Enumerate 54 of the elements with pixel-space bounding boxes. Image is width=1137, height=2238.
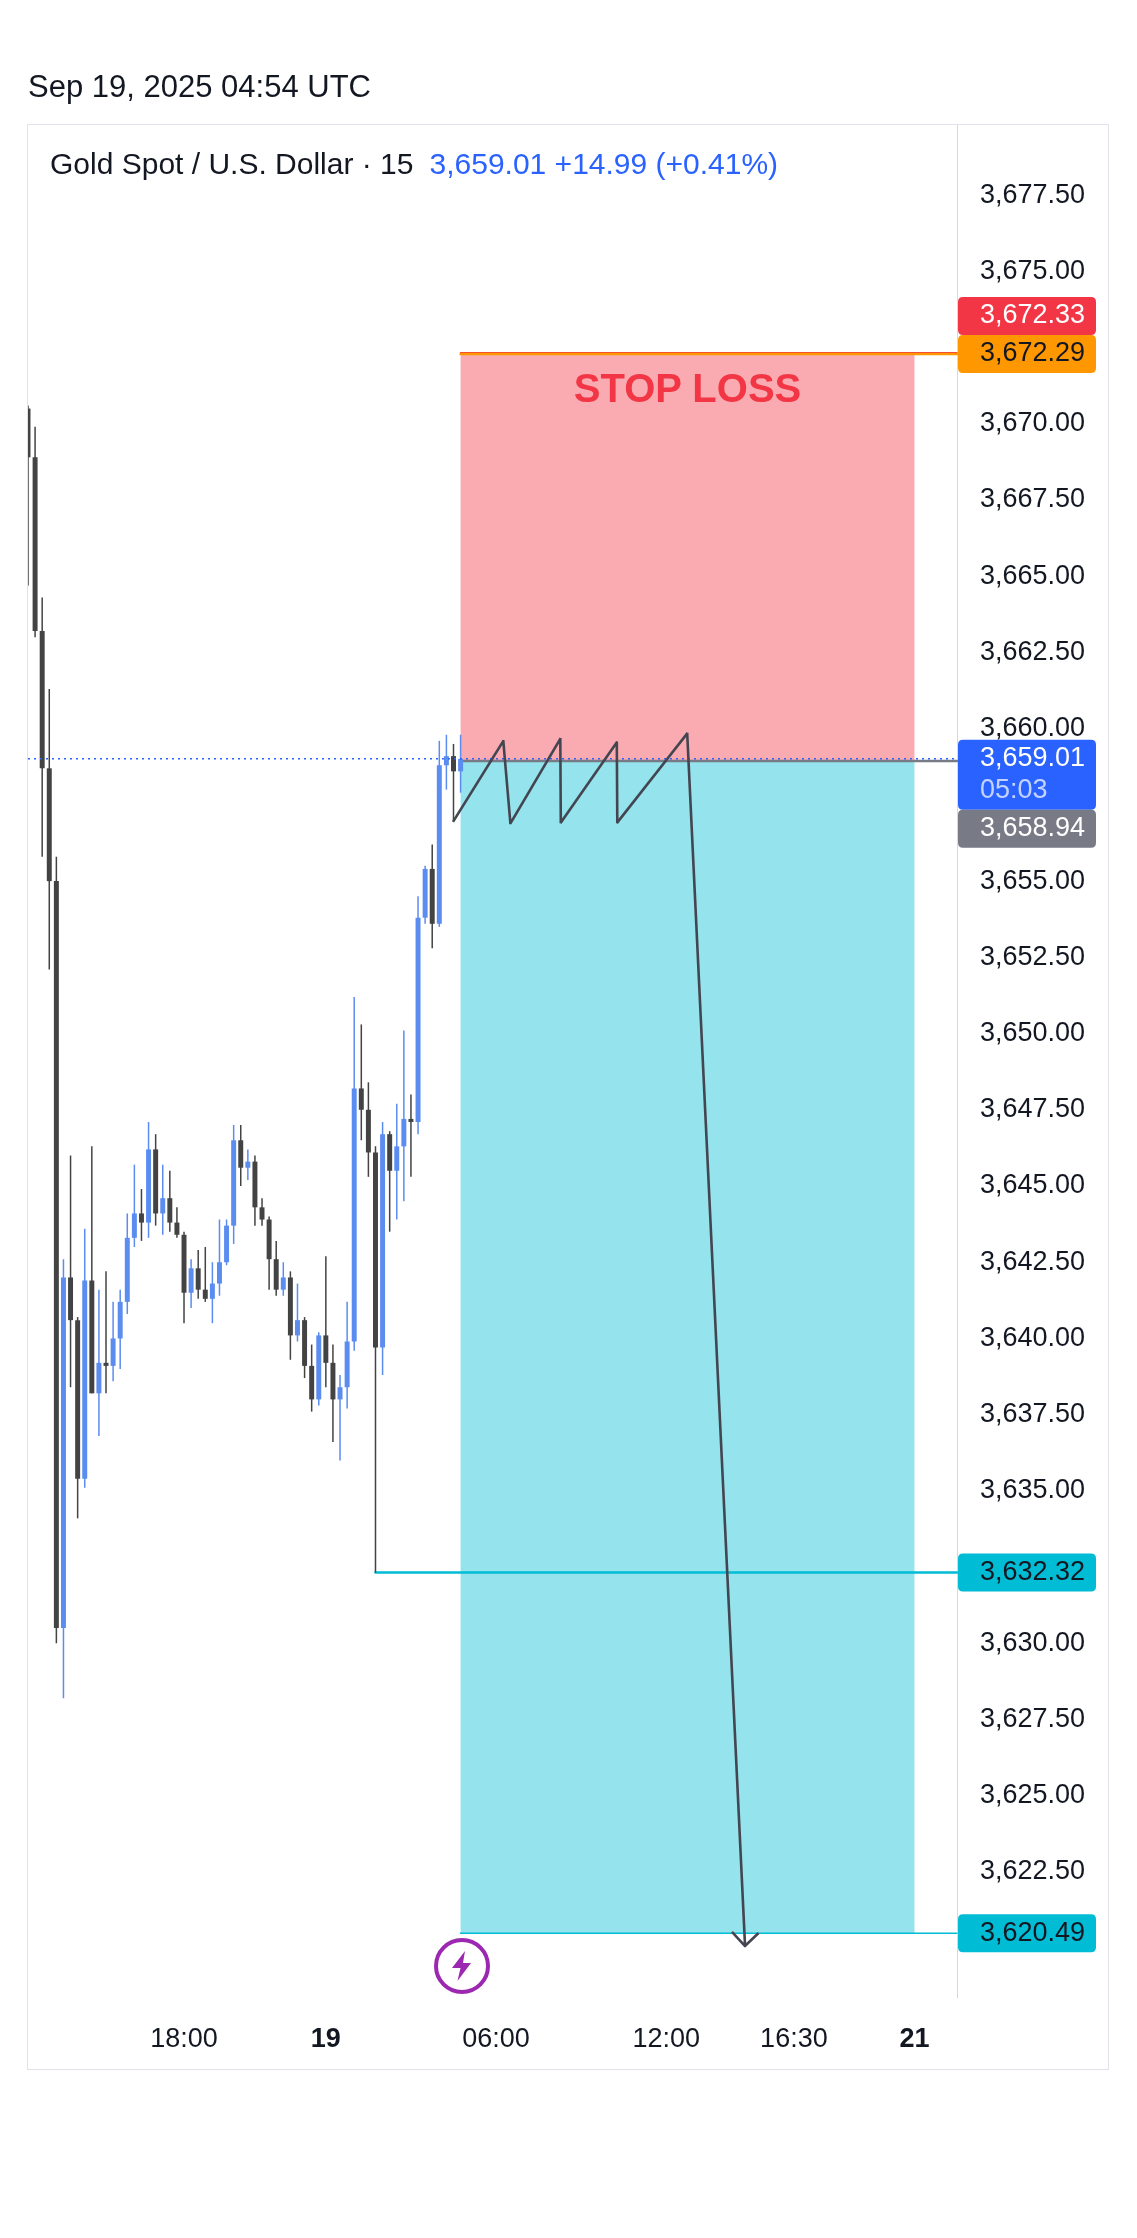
y-tick-label: 3,645.00 bbox=[980, 1169, 1086, 1200]
x-tick-label: 21 bbox=[899, 2022, 930, 2053]
series-label: STOP LOSS bbox=[573, 365, 802, 410]
data-label: 3,658.94 bbox=[980, 812, 1086, 843]
ref-line-label: 3,659.01 bbox=[980, 742, 1086, 773]
y-tick-label: 3,625.00 bbox=[980, 1779, 1086, 1810]
candlestick bbox=[216, 1218, 222, 1297]
candlestick bbox=[138, 1188, 144, 1242]
candlestick bbox=[408, 1093, 414, 1178]
x-tick-label: 06:00 bbox=[462, 2022, 530, 2053]
candlestick bbox=[280, 1261, 286, 1297]
y-tick-label: 3,675.00 bbox=[980, 254, 1086, 285]
candlestick bbox=[458, 734, 464, 794]
candlestick bbox=[202, 1246, 208, 1303]
y-tick-label: 3,655.00 bbox=[980, 864, 1086, 895]
data-label: 3,632.32 bbox=[980, 1556, 1086, 1587]
y-tick-label: 3,670.00 bbox=[980, 407, 1086, 438]
candlestick bbox=[259, 1197, 265, 1227]
candlestick bbox=[160, 1163, 166, 1236]
candlestick bbox=[443, 734, 449, 791]
text: Gold Spot / U.S. Dollar · 15 bbox=[50, 147, 414, 180]
candlestick bbox=[174, 1206, 180, 1239]
y-tick-label: 3,622.50 bbox=[980, 1855, 1086, 1886]
candlestick bbox=[245, 1148, 251, 1181]
y-tick-label: 3,660.00 bbox=[980, 712, 1086, 743]
x-tick-label: 18:00 bbox=[150, 2022, 218, 2053]
y-tick-label: 3,642.50 bbox=[980, 1245, 1086, 1276]
candlestick bbox=[358, 1023, 364, 1142]
y-tick-label: 3,650.00 bbox=[980, 1017, 1086, 1048]
candlestick bbox=[337, 1374, 343, 1462]
y-tick-label: 3,652.50 bbox=[980, 940, 1086, 971]
text: 3,659.01 +14.99 (+0.41%) bbox=[429, 147, 779, 180]
y-tick-label: 3,665.00 bbox=[980, 559, 1086, 590]
candlestick bbox=[209, 1261, 215, 1324]
candlestick bbox=[195, 1249, 201, 1300]
text: 05:03 bbox=[980, 774, 1048, 805]
text: Sep 19, 2025 04:54 UTC bbox=[28, 68, 371, 106]
candlestick bbox=[295, 1282, 300, 1343]
data-label: 3,672.29 bbox=[980, 337, 1086, 368]
data-label: 3,672.33 bbox=[980, 299, 1086, 330]
x-tick-label: 19 bbox=[310, 2022, 341, 2053]
y-tick-label: 3,647.50 bbox=[980, 1093, 1086, 1124]
data-label: 3,620.49 bbox=[980, 1916, 1086, 1947]
y-tick-label: 3,640.00 bbox=[980, 1321, 1086, 1352]
x-tick-label: 16:30 bbox=[760, 2022, 828, 2053]
y-tick-label: 3,667.50 bbox=[980, 483, 1086, 514]
candlestick bbox=[451, 743, 456, 821]
y-tick-label: 3,637.50 bbox=[980, 1398, 1086, 1429]
y-tick-label: 3,630.00 bbox=[980, 1626, 1086, 1657]
y-tick-label: 3,627.50 bbox=[980, 1703, 1086, 1734]
y-tick-label: 3,662.50 bbox=[980, 635, 1086, 666]
x-tick-label: 12:00 bbox=[632, 2022, 701, 2053]
y-tick-label: 3,677.50 bbox=[980, 178, 1086, 209]
y-tick-label: 3,635.00 bbox=[980, 1474, 1086, 1505]
